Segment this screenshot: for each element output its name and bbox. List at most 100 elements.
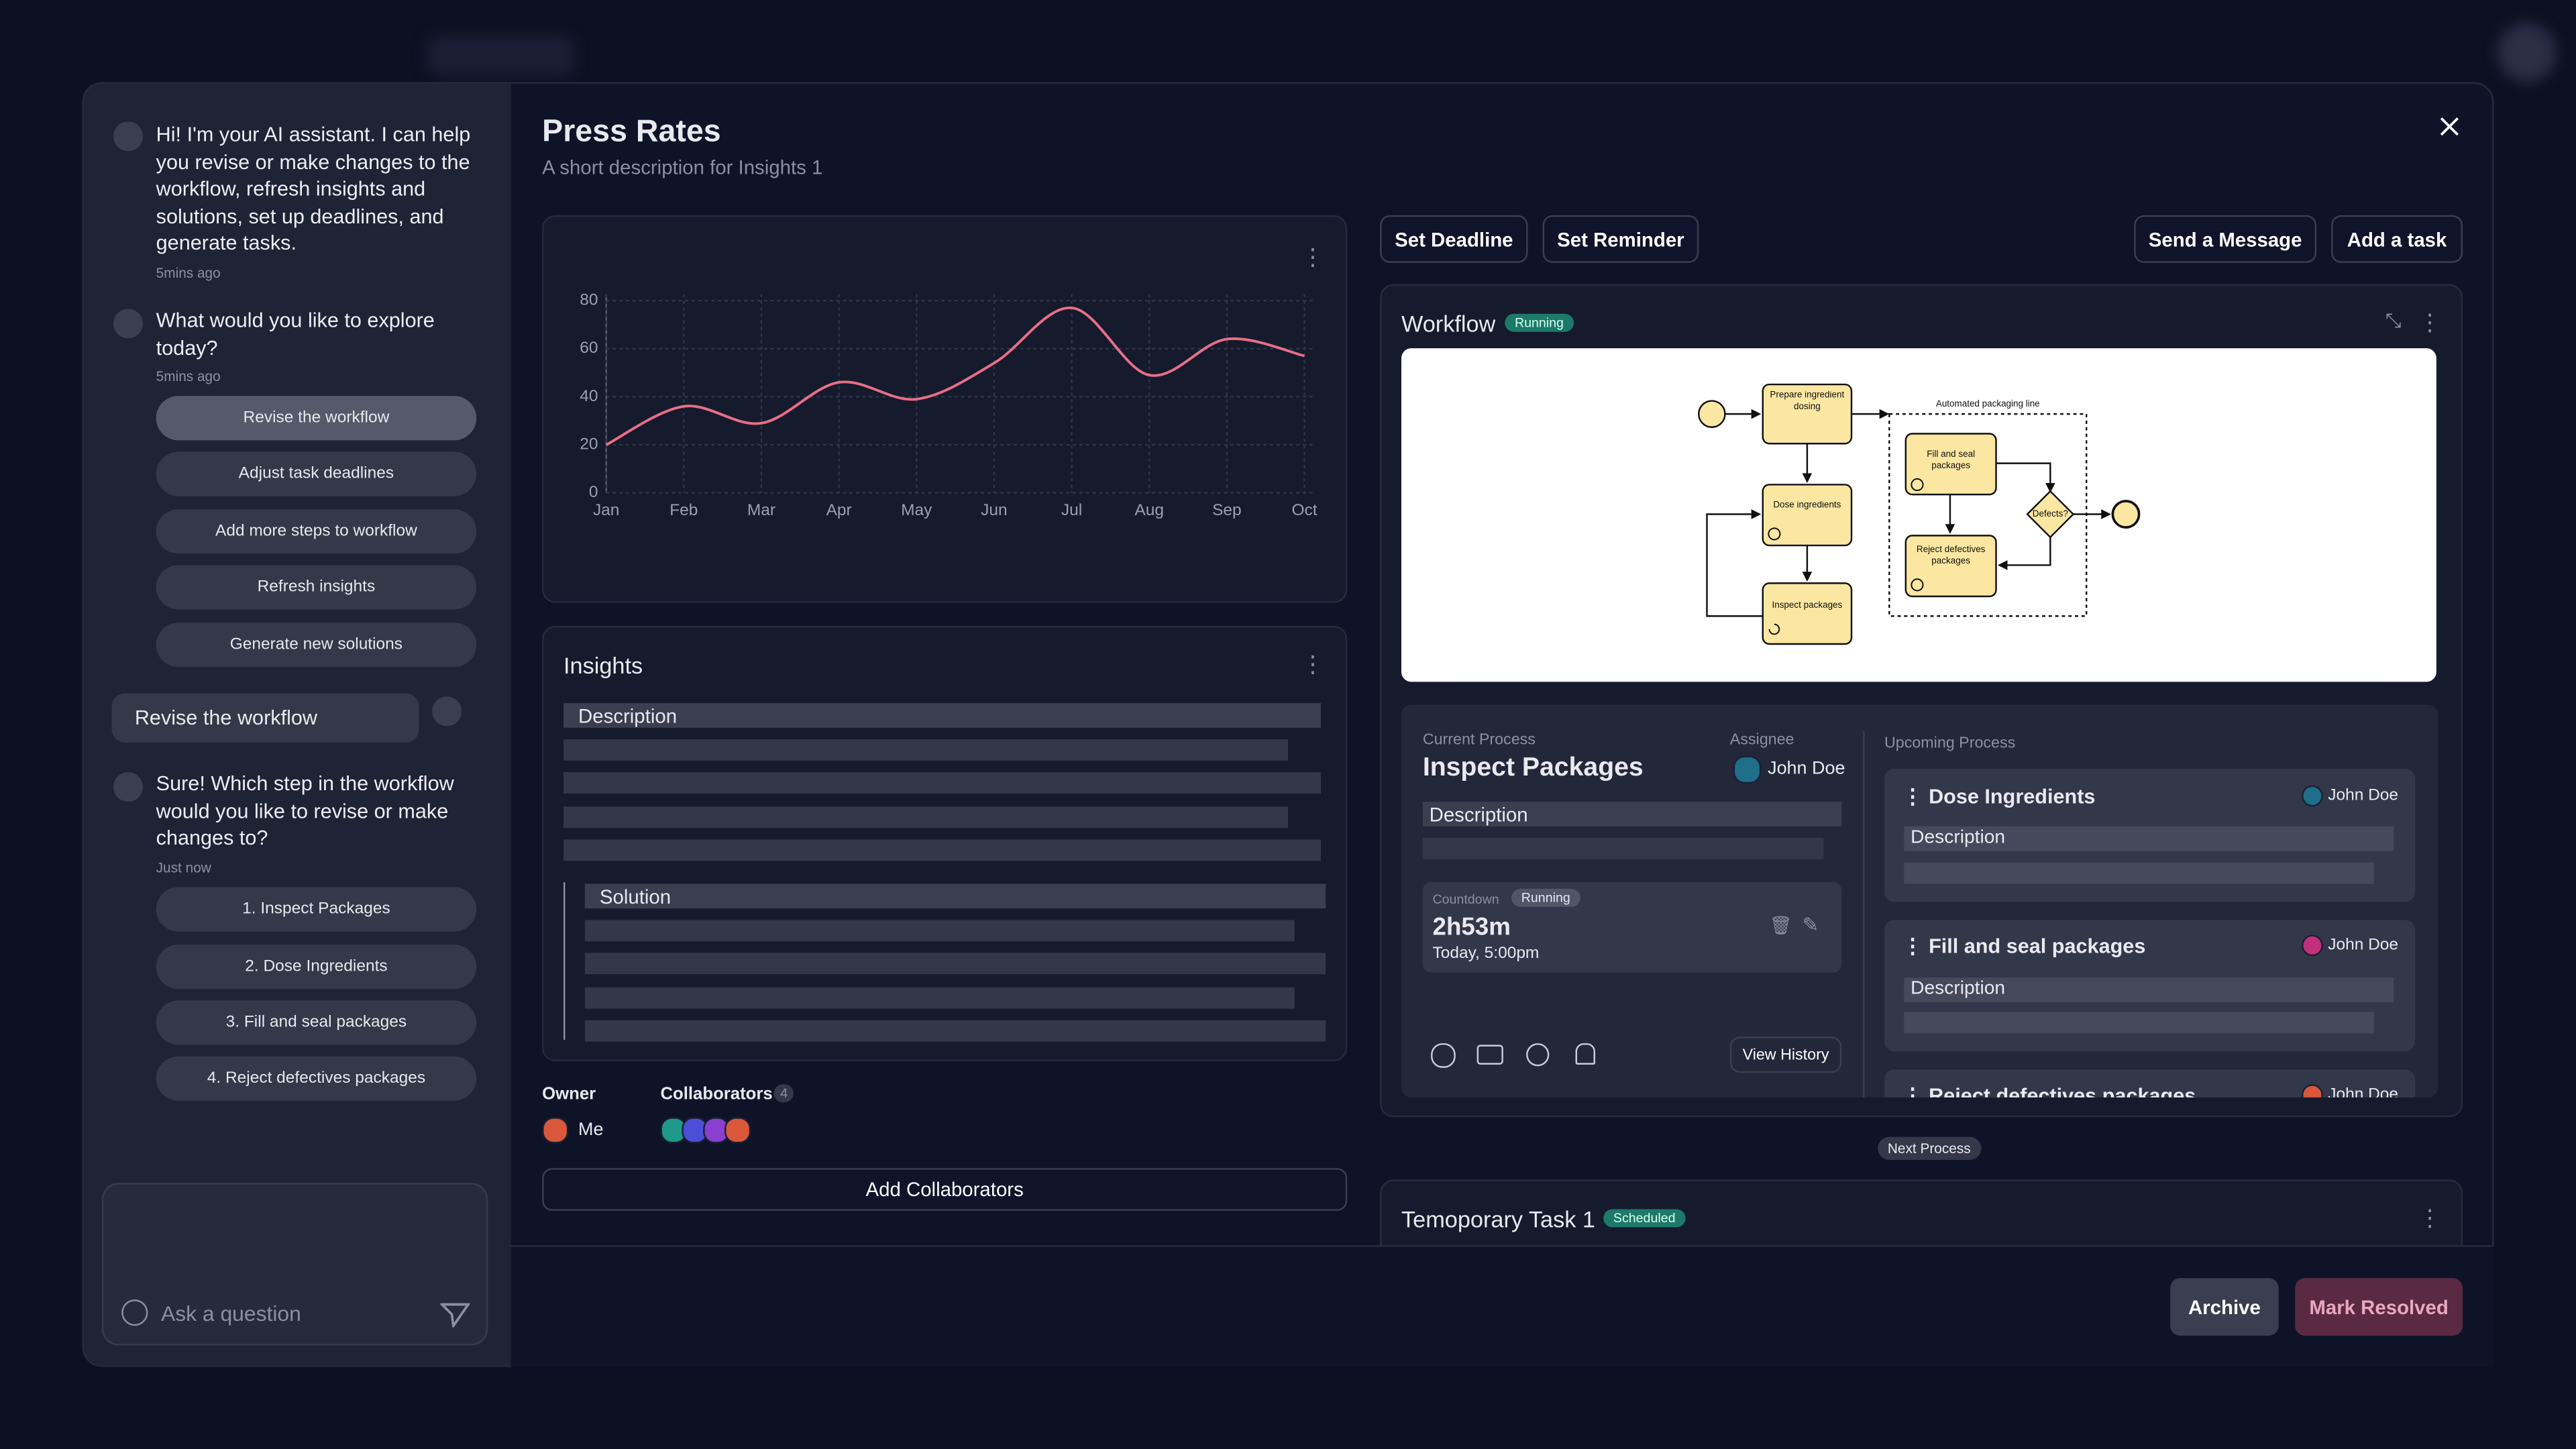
placeholder-line <box>584 987 1295 1009</box>
expand-icon[interactable]: ⤡ <box>2385 309 2402 332</box>
description-label: Description <box>1911 979 2006 999</box>
action-button[interactable]: Set Reminder <box>1542 215 1699 263</box>
bg-blur <box>2497 23 2557 83</box>
option-button[interactable]: 4. Reject defectives packages <box>156 1056 477 1101</box>
bot-icon <box>113 309 144 339</box>
user-icon <box>432 696 462 727</box>
node-label: Prepare ingredient dosing <box>1770 390 1845 412</box>
assign-icon[interactable] <box>1431 1043 1456 1068</box>
line-chart: 0 20 40 60 80 Jan Feb Mar Apr May Jun Jul Aug Sep Oct <box>580 291 1318 519</box>
group-label: Automated packaging line <box>1936 398 2040 409</box>
upcoming-assignee: John Doe <box>2328 936 2399 955</box>
bell-icon[interactable] <box>1575 1043 1595 1065</box>
collaborator-avatar <box>724 1117 751 1144</box>
action-button[interactable]: Send a Message <box>2134 215 2317 263</box>
option-button[interactable]: 3. Fill and seal packages <box>156 1000 477 1045</box>
workflow-diagram: Prepare ingredient dosing Dose ingredien… <box>1401 348 2436 682</box>
node-label-box: Prepare ingredient dosing <box>1770 390 1845 412</box>
collaborators-count: 4 <box>773 1084 794 1103</box>
task-node <box>1904 535 1997 598</box>
owner-label: Owner <box>542 1084 596 1104</box>
subtitle: A short description for Insights 1 <box>542 156 823 179</box>
timer-icon[interactable] <box>1526 1043 1550 1067</box>
description-bar <box>564 703 1321 728</box>
option-button[interactable]: 2. Dose Ingredients <box>156 945 477 989</box>
assignee-avatar <box>2302 1084 2323 1097</box>
menu-icon[interactable]: ⋮ <box>2418 309 2442 335</box>
placeholder-line <box>564 739 1289 761</box>
chart-card: ⋮ 0 20 40 60 80 Jan Feb Mar Apr May Jun Jul Aug Sep Oc… <box>542 215 1348 603</box>
mail-icon[interactable] <box>1477 1044 1503 1065</box>
group-box <box>1888 413 2088 617</box>
task-node <box>1762 383 1853 445</box>
collaborators-label: Collaborators <box>660 1084 773 1104</box>
assignee-name: John Doe <box>1768 759 1845 779</box>
message-time: 5mins ago <box>156 368 221 385</box>
bot-icon <box>113 121 144 152</box>
option-button[interactable]: Add more steps to workflow <box>156 509 477 554</box>
bot-icon <box>113 772 144 802</box>
option-button[interactable]: 1. Inspect Packages <box>156 887 477 932</box>
placeholder-line <box>564 772 1321 794</box>
placeholder-line <box>1904 1012 2374 1034</box>
line-series <box>605 306 1305 446</box>
upcoming-name: ⋮ Fill and seal packages <box>1902 934 2146 958</box>
workflow-card: Workflow Running ⤡ ⋮ Prepare ingredient … <box>1380 284 2463 1118</box>
menu-icon[interactable]: ⋮ <box>1301 650 1324 677</box>
placeholder-line <box>584 920 1295 942</box>
send-icon[interactable] <box>440 1301 470 1328</box>
edit-icon[interactable]: ✎ <box>1802 913 1819 936</box>
at-icon <box>121 1299 148 1326</box>
resolve-button[interactable]: Mark Resolved <box>2295 1278 2463 1336</box>
x-tick-label: Feb <box>669 501 698 519</box>
node-label-box: Dose ingredients <box>1773 501 1841 511</box>
gateway-label: Defects? <box>2033 508 2068 519</box>
description-bar <box>1904 826 2394 851</box>
task-status: Scheduled <box>1603 1209 1686 1228</box>
action-button[interactable]: Set Deadline <box>1380 215 1528 263</box>
end-event <box>2111 500 2141 529</box>
assignee-label: Assignee <box>1729 731 1794 749</box>
delete-icon[interactable]: 🗑 <box>1769 916 1792 936</box>
task-node <box>1762 582 1853 645</box>
current-label: Current Process <box>1422 731 1536 749</box>
menu-icon[interactable]: ⋮ <box>1301 243 1324 270</box>
assignee-avatar <box>1733 755 1762 784</box>
upcoming-name-text: Dose Ingredients <box>1929 785 2096 808</box>
menu-icon[interactable]: ⋮ <box>2418 1204 2442 1231</box>
description-bar <box>1904 977 2394 1002</box>
archive-button[interactable]: Archive <box>2170 1278 2279 1336</box>
bot-message: Sure! Which step in the workflow would y… <box>156 772 454 850</box>
close-button[interactable] <box>2440 117 2459 136</box>
placeholder-line <box>1422 837 1824 859</box>
action-button[interactable]: Add a task <box>2331 215 2463 263</box>
upcoming-name-text: Reject defectives packages <box>1929 1084 2196 1097</box>
placeholder-line <box>584 1020 1326 1042</box>
description-label: Description <box>578 704 678 728</box>
x-tick-label: Aug <box>1134 501 1164 519</box>
option-button[interactable]: Refresh insights <box>156 565 477 610</box>
edge <box>1996 462 2055 493</box>
upcoming-name: ⋮ Reject defectives packages <box>1902 1083 2196 1097</box>
message-time: Just now <box>156 859 211 876</box>
upcoming-name-text: Fill and seal packages <box>1929 934 2146 958</box>
chat-input[interactable] <box>101 1183 488 1346</box>
option-button[interactable]: Generate new solutions <box>156 623 477 667</box>
bot-message: Hi! I'm your AI assistant. I can help yo… <box>156 123 471 255</box>
assignee-avatar <box>2302 785 2323 807</box>
countdown-label: Countdown <box>1432 892 1499 907</box>
view-history-button[interactable]: View History <box>1729 1036 1842 1073</box>
option-button[interactable]: Adjust task deadlines <box>156 451 477 496</box>
option-button[interactable]: Revise the workflow <box>156 396 477 441</box>
assignee-avatar <box>2302 934 2323 957</box>
x-tick-label: Sep <box>1212 501 1242 519</box>
add-collaborators-button[interactable]: Add Collaborators <box>542 1168 1348 1211</box>
user-message: Revise the workflow <box>134 706 318 730</box>
x-tick-label: Jul <box>1061 501 1082 519</box>
upcoming-label: Upcoming Process <box>1884 734 2016 753</box>
next-process-pill: Next Process <box>1878 1136 1981 1160</box>
due-time: Today, 5:00pm <box>1432 945 1540 963</box>
edge <box>1997 537 2051 570</box>
gear-icon <box>1911 578 1924 592</box>
gear-icon <box>1911 478 1924 492</box>
